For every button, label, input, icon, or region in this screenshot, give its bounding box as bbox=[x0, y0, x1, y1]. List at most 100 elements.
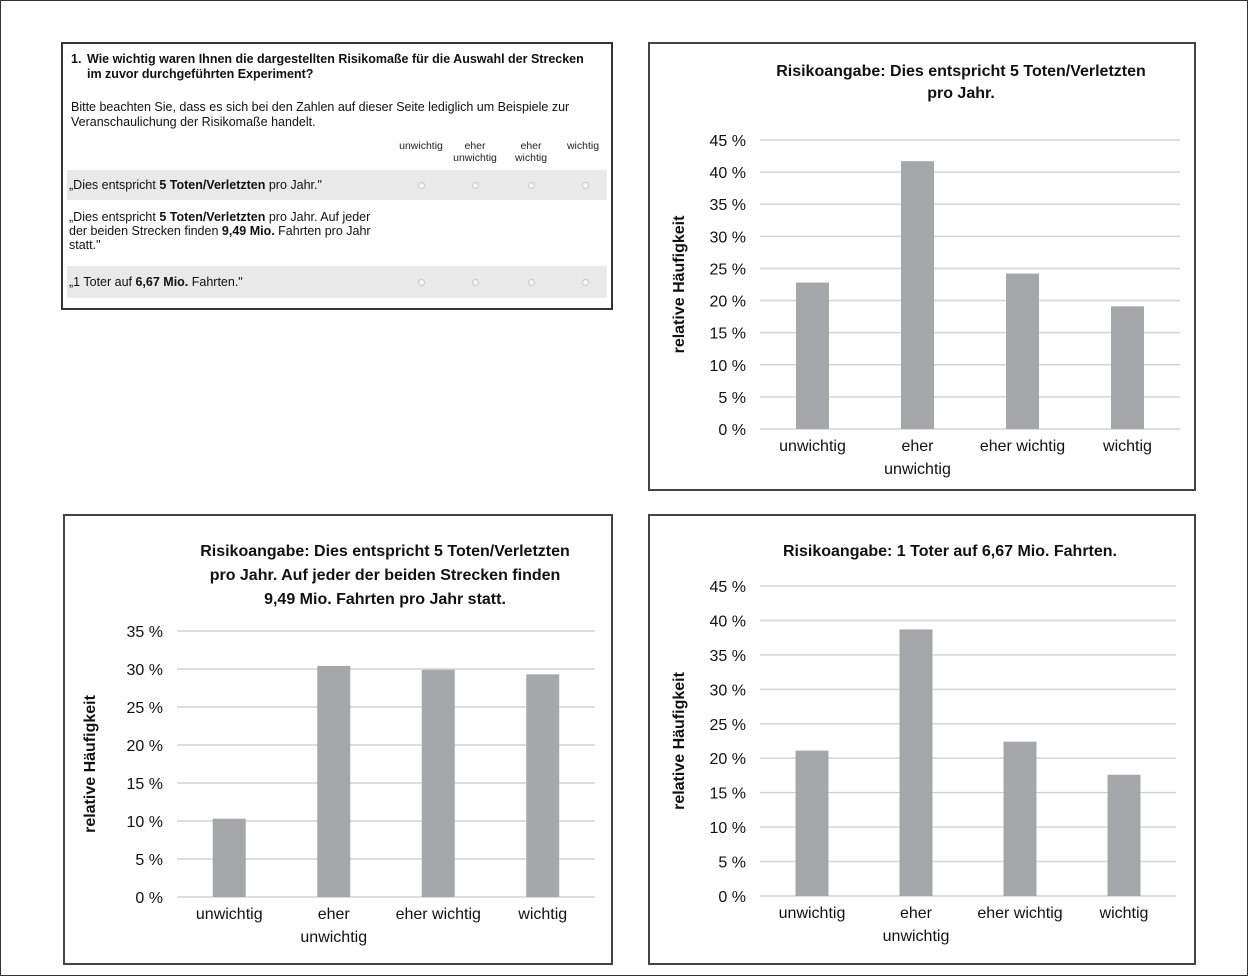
x-category-label: unwichtig bbox=[300, 929, 367, 946]
row-text: „Dies entspricht bbox=[69, 178, 160, 192]
row-bold-text: 9,49 Mio. bbox=[221, 224, 275, 238]
bar-unwichtig bbox=[212, 818, 246, 897]
survey-question-panel: 1. Wie wichtig waren Ihnen die dargestel… bbox=[61, 42, 613, 310]
row-text: pro Jahr." bbox=[265, 178, 322, 192]
x-category-label: wichtig bbox=[1102, 438, 1152, 455]
y-tick-label: 5 % bbox=[135, 852, 163, 869]
radio-wichtig[interactable] bbox=[582, 279, 589, 286]
bar-eher-wichtig bbox=[1006, 273, 1039, 429]
y-tick-label: 5 % bbox=[718, 855, 746, 872]
y-tick-label: 20 % bbox=[710, 751, 746, 768]
x-category-label: wichtig bbox=[517, 906, 567, 923]
y-tick-label: 10 % bbox=[127, 814, 163, 831]
chart-title: Risikoangabe: 1 Toter auf 6,67 Mio. Fahr… bbox=[783, 543, 1117, 560]
x-category-label: eher wichtig bbox=[396, 906, 481, 923]
chart-title: 9,49 Mio. Fahrten pro Jahr statt. bbox=[264, 591, 506, 608]
bar-wichtig bbox=[526, 674, 560, 897]
x-category-label: unwichtig bbox=[883, 928, 950, 945]
bar-eher-wichtig bbox=[421, 669, 455, 897]
x-category-label: eher bbox=[901, 438, 934, 455]
row-text: „1 Toter auf bbox=[69, 275, 136, 289]
column-header-eher-wichtig: eher wichtig bbox=[503, 140, 559, 164]
x-category-label: eher bbox=[900, 905, 933, 922]
y-tick-label: 35 % bbox=[710, 648, 746, 665]
bar-wichtig bbox=[1107, 774, 1141, 896]
column-header-line2: wichtig bbox=[514, 152, 548, 164]
bar-chart: Risikoangabe: Dies entspricht 5 Toten/Ve… bbox=[671, 63, 1180, 478]
row-label: „1 Toter auf 6,67 Mio. Fahrten." bbox=[69, 275, 379, 289]
x-category-label: wichtig bbox=[1099, 905, 1149, 922]
y-tick-label: 40 % bbox=[710, 165, 746, 182]
column-header-line2: unwichtig bbox=[453, 152, 497, 164]
y-tick-label: 30 % bbox=[127, 662, 163, 679]
y-tick-label: 35 % bbox=[710, 197, 746, 214]
row-text: „Dies entspricht bbox=[69, 210, 160, 224]
column-header-line1: eher bbox=[464, 140, 486, 152]
column-header-line1: eher bbox=[520, 140, 542, 152]
survey-row-3: „1 Toter auf 6,67 Mio. Fahrten." bbox=[67, 266, 607, 298]
x-category-label: eher bbox=[318, 906, 351, 923]
y-axis-label: relative Häufigkeit bbox=[82, 694, 99, 833]
radio-eher-unwichtig[interactable] bbox=[472, 279, 479, 286]
bar-unwichtig bbox=[796, 282, 829, 429]
x-category-label: unwichtig bbox=[196, 906, 263, 923]
row-label: „Dies entspricht 5 Toten/Verletzten pro … bbox=[69, 178, 379, 192]
row-text: pro Jahr. Auf jeder der beiden Strecken … bbox=[69, 210, 371, 238]
y-tick-label: 0 % bbox=[718, 889, 746, 906]
chart-title: Risikoangabe: Dies entspricht 5 Toten/Ve… bbox=[776, 63, 1146, 80]
chart-panel-5-toten-9-49-mio-fahrten: Risikoangabe: Dies entspricht 5 Toten/Ve… bbox=[63, 514, 613, 965]
y-tick-label: 35 % bbox=[127, 624, 163, 641]
bar-chart: Risikoangabe: 1 Toter auf 6,67 Mio. Fahr… bbox=[671, 543, 1176, 945]
bar-unwichtig bbox=[795, 750, 829, 896]
radio-eher-wichtig[interactable] bbox=[528, 279, 535, 286]
chart-panel-5-toten-pro-jahr: Risikoangabe: Dies entspricht 5 Toten/Ve… bbox=[648, 42, 1196, 491]
radio-unwichtig[interactable] bbox=[418, 279, 425, 286]
column-header-wichtig: wichtig bbox=[555, 140, 611, 152]
radio-unwichtig[interactable] bbox=[418, 182, 425, 189]
x-category-label: unwichtig bbox=[779, 438, 846, 455]
chart-title: Risikoangabe: Dies entspricht 5 Toten/Ve… bbox=[200, 543, 570, 560]
x-category-label: eher wichtig bbox=[980, 438, 1065, 455]
y-axis-label: relative Häufigkeit bbox=[671, 671, 688, 810]
y-tick-label: 0 % bbox=[718, 422, 746, 439]
radio-eher-wichtig[interactable] bbox=[528, 182, 535, 189]
bar-chart: Risikoangabe: Dies entspricht 5 Toten/Ve… bbox=[82, 543, 595, 946]
row-bold-text: 5 Toten/Verletzten bbox=[159, 178, 266, 192]
y-tick-label: 5 % bbox=[718, 390, 746, 407]
y-tick-label: 15 % bbox=[710, 326, 746, 343]
y-tick-label: 15 % bbox=[127, 776, 163, 793]
bar-eher-unwichtig bbox=[317, 665, 351, 897]
y-tick-label: 30 % bbox=[710, 229, 746, 246]
y-tick-label: 20 % bbox=[127, 738, 163, 755]
bar-eher-unwichtig bbox=[901, 161, 934, 429]
row-label: „Dies entspricht 5 Toten/Verletzten pro … bbox=[69, 210, 379, 252]
y-tick-label: 45 % bbox=[710, 579, 746, 596]
question-note: Bitte beachten Sie, dass es sich bei den… bbox=[71, 100, 570, 129]
y-tick-label: 20 % bbox=[710, 294, 746, 311]
y-tick-label: 10 % bbox=[710, 820, 746, 837]
bar-wichtig bbox=[1111, 306, 1144, 429]
y-tick-label: 0 % bbox=[135, 890, 163, 907]
column-header-line2: wichtig bbox=[566, 140, 600, 152]
x-category-label: unwichtig bbox=[779, 905, 846, 922]
question-title: 1. Wie wichtig waren Ihnen die dargestel… bbox=[71, 52, 601, 82]
row-bold-text: 6,67 Mio. bbox=[135, 275, 189, 289]
radio-eher-unwichtig[interactable] bbox=[472, 182, 479, 189]
x-category-label: eher wichtig bbox=[977, 905, 1062, 922]
chart-panel-1-toter-6-67-mio-fahrten: Risikoangabe: 1 Toter auf 6,67 Mio. Fahr… bbox=[648, 514, 1196, 965]
y-tick-label: 10 % bbox=[710, 358, 746, 375]
survey-row-2: „Dies entspricht 5 Toten/Verletzten pro … bbox=[67, 204, 607, 264]
chart-title: pro Jahr. Auf jeder der beiden Strecken … bbox=[210, 567, 561, 584]
y-tick-label: 25 % bbox=[710, 261, 746, 278]
y-tick-label: 40 % bbox=[710, 613, 746, 630]
radio-wichtig[interactable] bbox=[582, 182, 589, 189]
x-category-label: unwichtig bbox=[884, 461, 951, 478]
column-header-eher-unwichtig: eher unwichtig bbox=[447, 140, 503, 164]
y-tick-label: 25 % bbox=[710, 717, 746, 734]
row-text: Fahrten." bbox=[188, 275, 243, 289]
y-tick-label: 45 % bbox=[710, 133, 746, 150]
bar-eher-unwichtig bbox=[899, 629, 933, 896]
column-header-line2: unwichtig bbox=[399, 140, 443, 152]
y-axis-label: relative Häufigkeit bbox=[671, 215, 688, 354]
y-tick-label: 15 % bbox=[710, 786, 746, 803]
